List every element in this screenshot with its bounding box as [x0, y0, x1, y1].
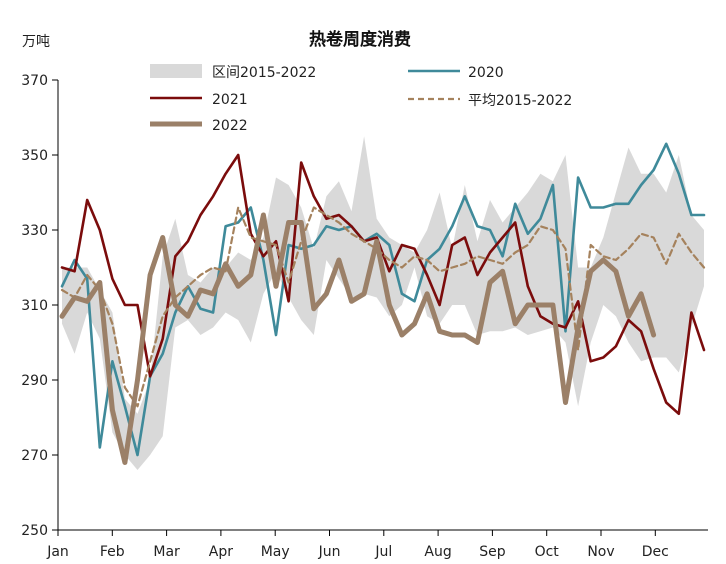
legend-label-2021: 2021 [212, 92, 248, 108]
x-tick-label: Sep [479, 544, 506, 560]
x-tick-label: Feb [100, 544, 125, 560]
x-tick-label: Apr [209, 544, 233, 560]
legend-label-2022: 2022 [212, 118, 248, 134]
x-tick-label: Nov [587, 544, 614, 560]
legend: 区间2015-2022 2020 2021 平均2015-2022 2022 [150, 64, 572, 134]
y-tick-label: 310 [21, 298, 48, 314]
legend-swatch-band [150, 64, 202, 78]
y-unit-label: 万吨 [22, 34, 50, 50]
y-tick-label: 250 [21, 523, 48, 539]
x-tick-label: Dec [642, 544, 669, 560]
y-tick-label: 330 [21, 223, 48, 239]
x-tick-label: May [261, 544, 290, 560]
legend-label-2020: 2020 [468, 65, 504, 81]
series-line-1 [60, 153, 706, 416]
x-tick-label: Mar [153, 544, 180, 560]
x-tick-label: Jun [318, 544, 341, 560]
x-tick-label: Oct [535, 544, 560, 560]
y-tick-label: 290 [21, 373, 48, 389]
series-line-3 [59, 212, 657, 465]
x-tick-label: Jul [374, 544, 392, 560]
y-ticks: 250 270 290 310 330 350 370 [21, 73, 58, 539]
legend-label-average: 平均2015-2022 [468, 93, 572, 109]
range-band-area [62, 136, 704, 471]
series-line-2 [60, 206, 706, 408]
x-ticks: Jan Feb Mar Apr May Jun Jul Aug Sep Oct Nov Dec [46, 530, 669, 560]
range-band-layer [62, 136, 704, 471]
x-tick-label: Jan [46, 544, 69, 560]
y-tick-label: 370 [21, 73, 48, 89]
x-tick-label: Aug [424, 544, 451, 560]
series-line-0 [60, 142, 706, 457]
y-tick-label: 350 [21, 148, 48, 164]
series-layer [59, 142, 706, 465]
chart-title: 热卷周度消费 [309, 29, 411, 50]
legend-label-band: 区间2015-2022 [212, 65, 316, 81]
y-tick-label: 270 [21, 448, 48, 464]
